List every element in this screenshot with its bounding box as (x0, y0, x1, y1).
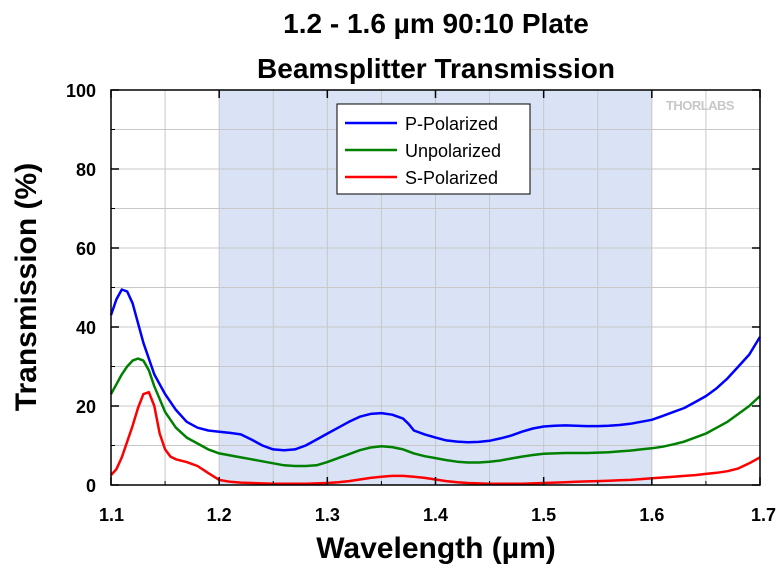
y-tick-label: 20 (76, 397, 96, 417)
x-tick-label: 1.1 (99, 505, 124, 525)
x-tick-label: 1.6 (639, 505, 664, 525)
x-axis-label: Wavelength (µm) (316, 532, 556, 565)
chart-title-line-1: 1.2 - 1.6 µm 90:10 Plate (283, 8, 589, 39)
x-tick-label: 1.5 (531, 505, 556, 525)
y-tick-label: 100 (66, 81, 96, 101)
watermark-logo: THORLABS (666, 98, 735, 113)
series-line-s-polarized (110, 390, 761, 486)
legend-label-p-polarized: P-Polarized (405, 114, 498, 134)
x-tick-label: 1.4 (423, 505, 448, 525)
series-line-unpolarized (109, 357, 761, 468)
y-tick-label: 0 (86, 476, 96, 496)
y-axis-label: Transmission (%) (10, 163, 43, 411)
x-tick-label: 1.2 (207, 505, 232, 525)
series-lines (109, 288, 762, 486)
x-tick-label: 1.3 (315, 505, 340, 525)
legend: P-Polarized Unpolarized S-Polarized (336, 103, 531, 195)
legend-label-unpolarized: Unpolarized (405, 141, 501, 161)
chart-title-line-2: Beamsplitter Transmission (257, 53, 615, 84)
series-line-p-polarized (109, 288, 762, 452)
x-tick-label: 1.7 (751, 505, 776, 525)
y-axis-ticks: 0 20 40 60 80 100 (66, 81, 760, 496)
y-tick-label: 60 (76, 239, 96, 259)
x-axis-ticks: 1.1 1.2 1.3 1.4 1.5 1.6 1.7 (99, 90, 776, 525)
legend-label-s-polarized: S-Polarized (405, 168, 498, 188)
y-tick-label: 80 (76, 160, 96, 180)
y-tick-label: 40 (76, 318, 96, 338)
